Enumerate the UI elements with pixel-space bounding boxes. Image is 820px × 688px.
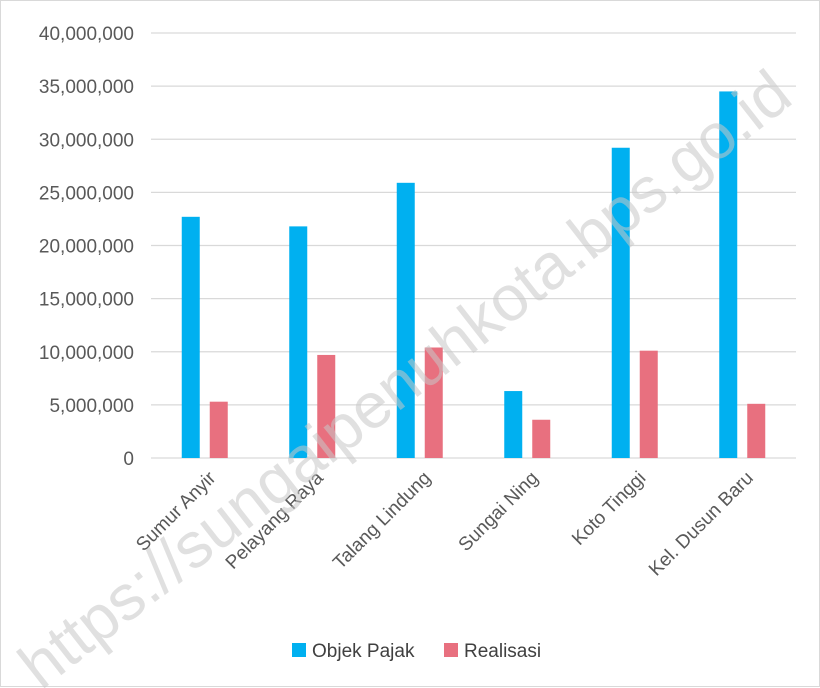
y-tick-label: 20,000,000 — [39, 237, 134, 258]
legend-swatch-objek-pajak — [292, 643, 306, 657]
y-tick-label: 35,000,000 — [39, 77, 134, 98]
bar-realisasi-2 — [317, 354, 336, 458]
bar-objek-pajak-6 — [719, 91, 738, 458]
bar-series — [181, 91, 766, 458]
legend-label: Realisasi — [464, 641, 541, 662]
y-axis-tick-labels: 0 5,000,000 10,000,000 15,000,000 20,000,000… — [39, 24, 134, 470]
legend-label: Objek Pajak — [312, 641, 415, 662]
bar-objek-pajak-5 — [611, 147, 630, 458]
x-tick-label: Talang Lindung — [329, 468, 435, 574]
y-tick-label: 15,000,000 — [39, 290, 134, 311]
bar-realisasi-1 — [209, 401, 228, 458]
y-tick-label: 10,000,000 — [39, 343, 134, 364]
x-tick-label: Koto Tinggi — [568, 468, 650, 550]
legend-swatch-realisasi — [444, 643, 458, 657]
bar-realisasi-4 — [532, 419, 551, 458]
bar-objek-pajak-1 — [181, 216, 200, 458]
y-tick-label: 5,000,000 — [49, 396, 134, 417]
x-tick-label: Kel. Dusun Baru — [645, 468, 758, 581]
x-tick-label: Sungai Ning — [455, 468, 543, 556]
bar-realisasi-5 — [639, 350, 658, 458]
y-tick-label: 30,000,000 — [39, 130, 134, 151]
bar-objek-pajak-4 — [504, 391, 523, 458]
bar-realisasi-3 — [424, 347, 443, 458]
gridlines — [151, 32, 796, 459]
bar-realisasi-6 — [747, 403, 766, 458]
y-tick-label: 25,000,000 — [39, 183, 134, 204]
bar-objek-pajak-2 — [289, 226, 308, 458]
legend: Objek Pajak Realisasi — [292, 641, 541, 662]
y-tick-label: 0 — [123, 449, 134, 470]
y-tick-label: 40,000,000 — [39, 24, 134, 45]
bar-objek-pajak-3 — [396, 182, 415, 458]
